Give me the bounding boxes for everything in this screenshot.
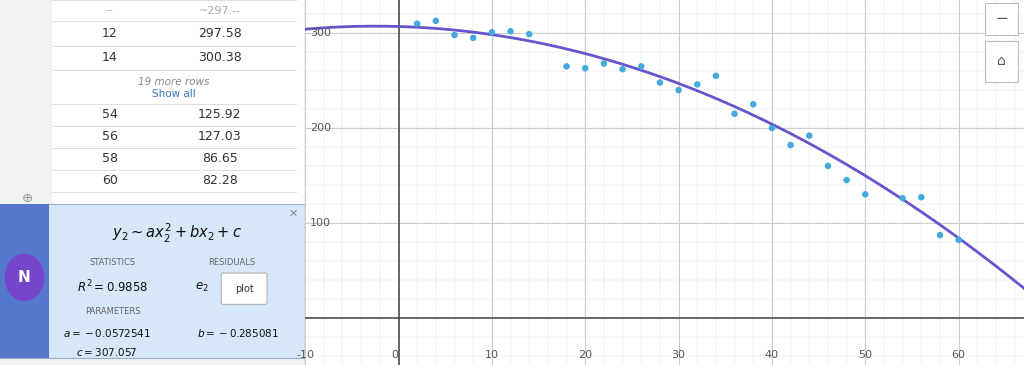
Text: 297.58: 297.58 — [198, 27, 242, 40]
Point — [671, 87, 687, 93]
Text: 60: 60 — [102, 174, 118, 187]
Point — [558, 64, 574, 69]
Text: ⌂: ⌂ — [997, 54, 1006, 68]
Point — [726, 111, 742, 117]
Point — [913, 194, 930, 200]
Point — [483, 29, 500, 35]
Text: 20: 20 — [579, 350, 592, 360]
Point — [503, 28, 519, 34]
Point — [446, 32, 463, 38]
Text: --: -- — [105, 5, 114, 16]
Point — [409, 21, 425, 27]
Text: 40: 40 — [765, 350, 779, 360]
Text: $y_2 \sim ax_2^2 + bx_2 + c$: $y_2 \sim ax_2^2 + bx_2 + c$ — [112, 222, 242, 245]
Text: 12: 12 — [102, 27, 118, 40]
Text: ✕: ✕ — [289, 208, 298, 219]
Text: Show all: Show all — [152, 89, 196, 99]
Text: 60: 60 — [951, 350, 966, 360]
Text: ⊕: ⊕ — [22, 192, 33, 205]
Text: 19 more rows: 19 more rows — [138, 77, 210, 88]
Text: 100: 100 — [310, 218, 331, 228]
Text: 54: 54 — [102, 108, 118, 122]
Text: 82.28: 82.28 — [202, 174, 238, 187]
Point — [465, 35, 481, 41]
Bar — [985, 41, 1018, 82]
Text: 50: 50 — [858, 350, 872, 360]
Point — [857, 191, 873, 197]
Bar — [985, 3, 1018, 35]
Text: 127.03: 127.03 — [198, 130, 242, 143]
Text: ~297.--: ~297.-- — [199, 5, 241, 16]
Text: 56: 56 — [102, 130, 118, 143]
Text: 200: 200 — [310, 123, 331, 133]
Text: $e_2$: $e_2$ — [195, 281, 208, 294]
Text: 0: 0 — [391, 350, 398, 360]
Text: 10: 10 — [485, 350, 499, 360]
Point — [782, 142, 799, 148]
Point — [839, 177, 855, 183]
Text: −: − — [995, 11, 1008, 27]
Bar — [0, 204, 305, 358]
Text: PARAMETERS: PARAMETERS — [85, 307, 140, 316]
Point — [894, 195, 910, 201]
Text: 300.38: 300.38 — [198, 51, 242, 64]
Text: $R^2 = 0.9858$: $R^2 = 0.9858$ — [77, 279, 148, 296]
Text: 30: 30 — [672, 350, 686, 360]
Bar — [0, 204, 49, 358]
Text: 125.92: 125.92 — [198, 108, 242, 122]
Point — [596, 61, 612, 66]
Text: N: N — [18, 270, 31, 285]
Point — [614, 66, 631, 72]
Point — [708, 73, 724, 79]
Text: $a = -0.0572541$: $a = -0.0572541$ — [62, 327, 151, 339]
Text: $b = -0.285081$: $b = -0.285081$ — [197, 327, 279, 339]
Point — [950, 237, 967, 243]
Point — [820, 163, 837, 169]
Point — [428, 18, 444, 24]
Text: 58: 58 — [101, 152, 118, 165]
Text: RESIDUALS: RESIDUALS — [208, 258, 255, 267]
Point — [689, 81, 706, 87]
Text: STATISTICS: STATISTICS — [90, 258, 136, 267]
Text: 14: 14 — [102, 51, 118, 64]
FancyBboxPatch shape — [221, 273, 267, 304]
Circle shape — [4, 254, 44, 301]
Bar — [52, 0, 305, 226]
Point — [521, 31, 538, 37]
Text: 300: 300 — [310, 28, 331, 38]
Point — [801, 132, 817, 138]
Text: plot: plot — [234, 284, 254, 294]
Point — [932, 232, 948, 238]
Point — [651, 80, 668, 85]
Point — [745, 101, 762, 107]
Point — [764, 125, 780, 131]
Point — [578, 65, 594, 71]
Point — [633, 64, 649, 69]
Text: 86.65: 86.65 — [202, 152, 238, 165]
Text: -10: -10 — [296, 350, 314, 360]
Text: $c = 307.057$: $c = 307.057$ — [76, 346, 137, 358]
